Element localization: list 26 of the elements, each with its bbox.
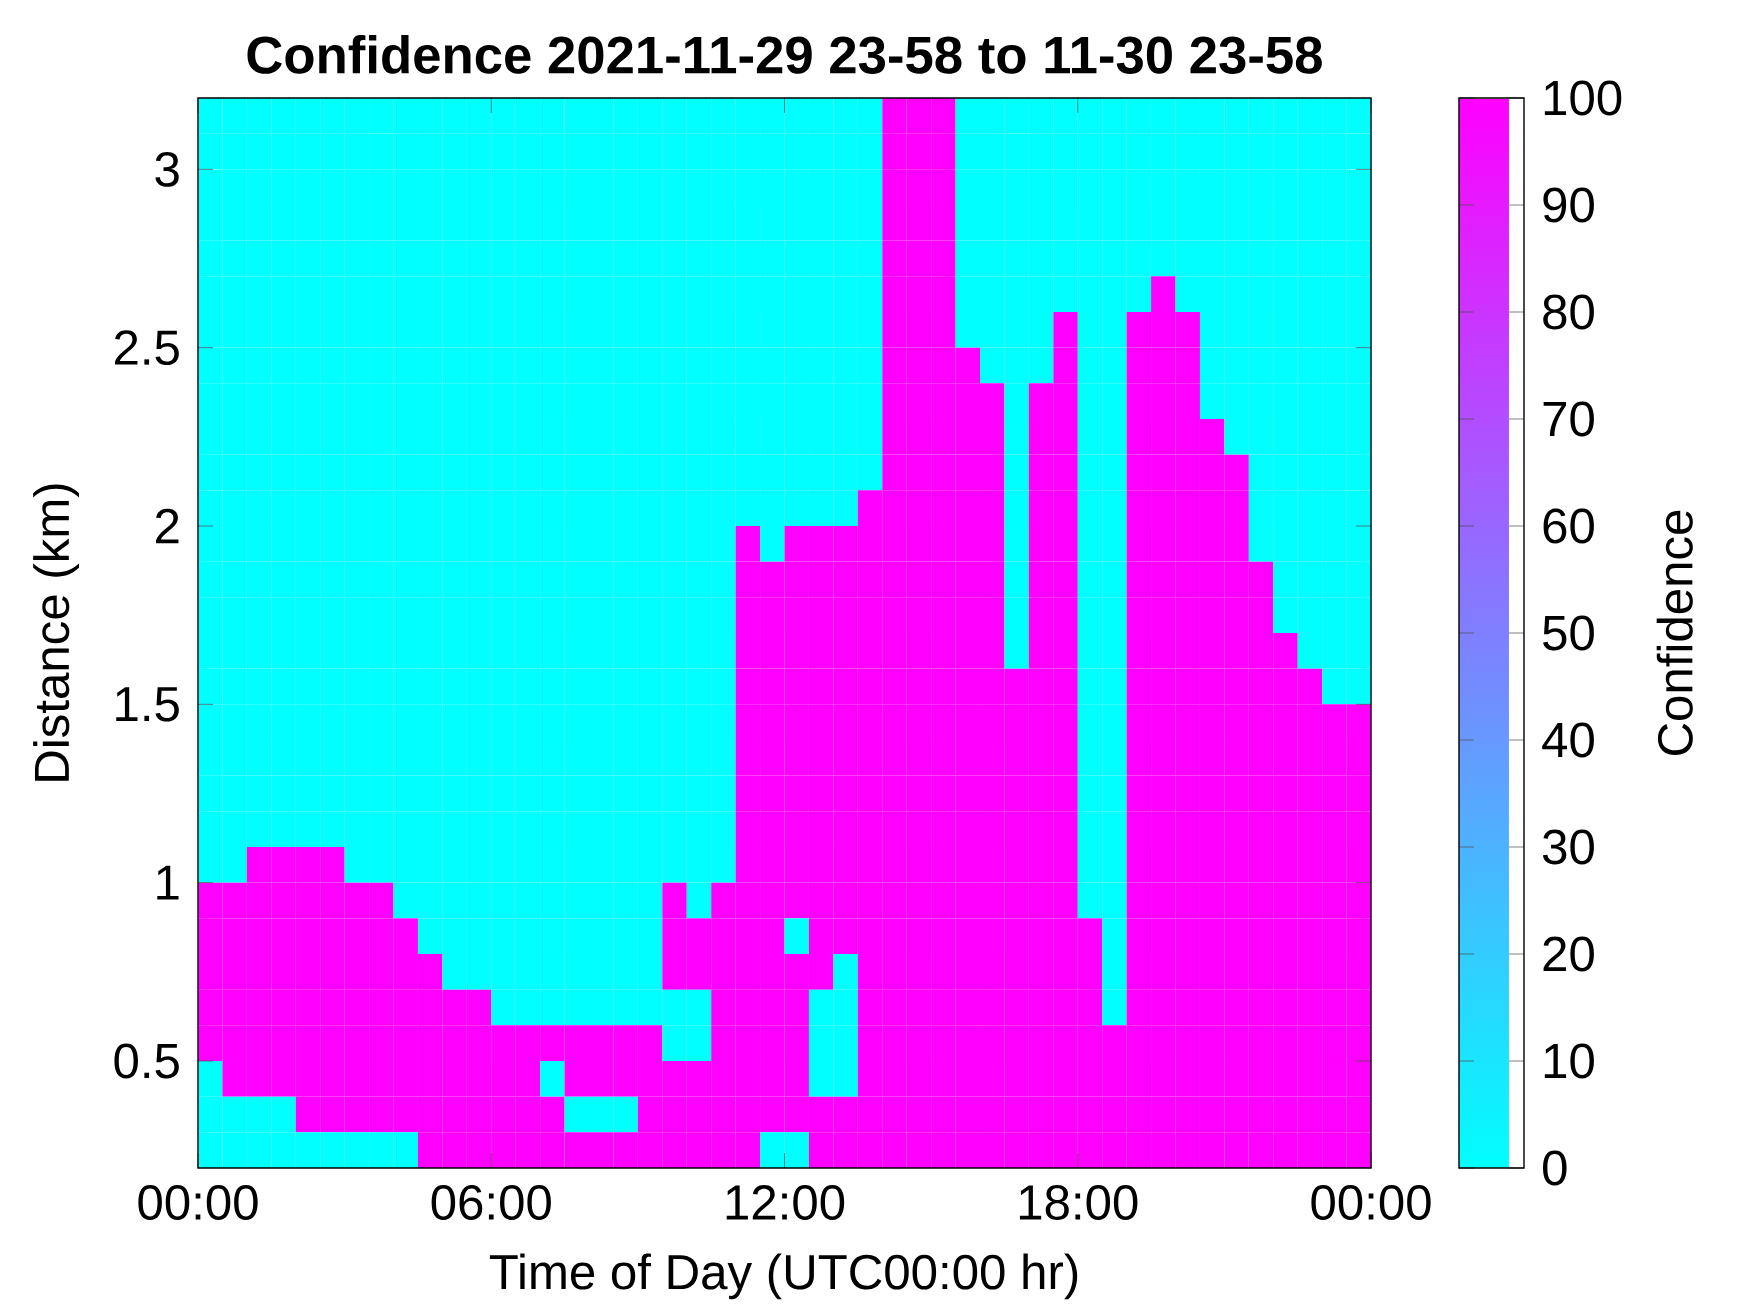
x-tick-label: 12:00 — [726, 1185, 845, 1220]
y-tick-label: 1 — [157, 865, 179, 900]
color-bar-label: 90 — [1543, 187, 1594, 223]
x-axis-title: Time of Day (UTC00:00 hr) — [489, 1253, 1078, 1300]
x-tick-label: 18:00 — [1019, 1185, 1138, 1220]
color-bar-label: 0 — [1543, 1150, 1567, 1186]
x-tick-label: 00:00 — [1311, 1185, 1431, 1220]
y-tick-label: 0.5 — [114, 1043, 179, 1079]
x-tick-label: 00:00 — [138, 1185, 258, 1220]
y-axis-title: Distance (km) — [33, 484, 80, 781]
y-tick-label: 2 — [156, 508, 179, 544]
color-bar-label: 20 — [1543, 936, 1594, 972]
color-bar-label: 40 — [1542, 722, 1594, 758]
x-tick-label: 06:00 — [431, 1185, 551, 1220]
y-tick-label: 3 — [155, 151, 179, 187]
color-bar-label: 60 — [1543, 508, 1594, 544]
color-bar-label: 10 — [1544, 1043, 1594, 1079]
color-bar-label: 100 — [1544, 80, 1622, 116]
y-tick-label: 2.5 — [114, 330, 179, 366]
y-tick-label: 1.5 — [116, 687, 179, 722]
color-bar-label: 70 — [1543, 401, 1594, 437]
color-bar-label: 80 — [1543, 294, 1594, 330]
color-bar-title: Confidence — [1656, 510, 1693, 755]
color-bar-label: 50 — [1543, 615, 1594, 651]
color-bar-label: 30 — [1542, 829, 1594, 865]
chart-title: Confidence 2021-11-29 23-58 to 11-30 23-58 — [247, 35, 1322, 74]
